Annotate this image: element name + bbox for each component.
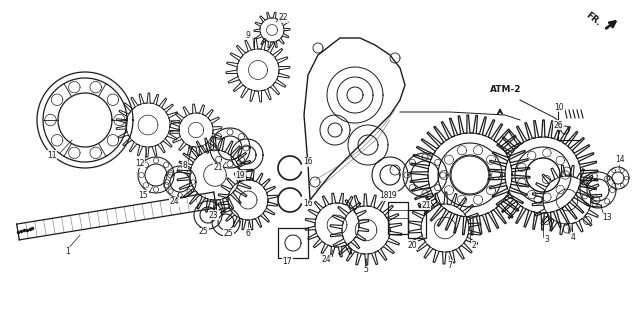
Text: 20: 20 bbox=[407, 241, 417, 250]
Text: 12: 12 bbox=[135, 158, 145, 167]
Text: 19: 19 bbox=[387, 191, 397, 200]
Bar bbox=[408, 210, 426, 238]
Text: 2: 2 bbox=[472, 241, 476, 250]
Text: 5: 5 bbox=[364, 265, 369, 274]
Text: 17: 17 bbox=[282, 258, 292, 267]
Text: ATM-2: ATM-2 bbox=[490, 86, 522, 95]
Bar bbox=[388, 202, 408, 234]
Text: 24: 24 bbox=[321, 255, 331, 264]
Text: 16: 16 bbox=[303, 157, 313, 166]
Text: 7: 7 bbox=[447, 260, 452, 269]
Text: 23: 23 bbox=[208, 210, 218, 219]
Text: 14: 14 bbox=[615, 156, 625, 165]
Text: 22: 22 bbox=[278, 14, 288, 23]
Text: 15: 15 bbox=[138, 191, 148, 200]
Text: 26: 26 bbox=[553, 121, 563, 130]
Text: 19: 19 bbox=[235, 170, 245, 179]
Text: 8: 8 bbox=[182, 161, 188, 170]
Text: 18: 18 bbox=[380, 192, 388, 201]
Text: 3: 3 bbox=[545, 236, 549, 245]
Text: FR.: FR. bbox=[584, 11, 602, 28]
Text: 9: 9 bbox=[246, 30, 250, 39]
Text: 25: 25 bbox=[198, 228, 208, 237]
Text: 21: 21 bbox=[421, 201, 431, 210]
Text: 1: 1 bbox=[66, 247, 70, 256]
Text: 21: 21 bbox=[213, 163, 223, 172]
Text: 4: 4 bbox=[571, 232, 575, 241]
Text: 11: 11 bbox=[47, 150, 57, 160]
Bar bbox=[278, 228, 308, 258]
Text: 13: 13 bbox=[602, 214, 612, 223]
Text: 25: 25 bbox=[223, 228, 233, 237]
Text: 6: 6 bbox=[246, 228, 250, 237]
Text: 16: 16 bbox=[303, 200, 313, 209]
Text: 24: 24 bbox=[169, 197, 179, 206]
Text: 10: 10 bbox=[554, 103, 564, 112]
